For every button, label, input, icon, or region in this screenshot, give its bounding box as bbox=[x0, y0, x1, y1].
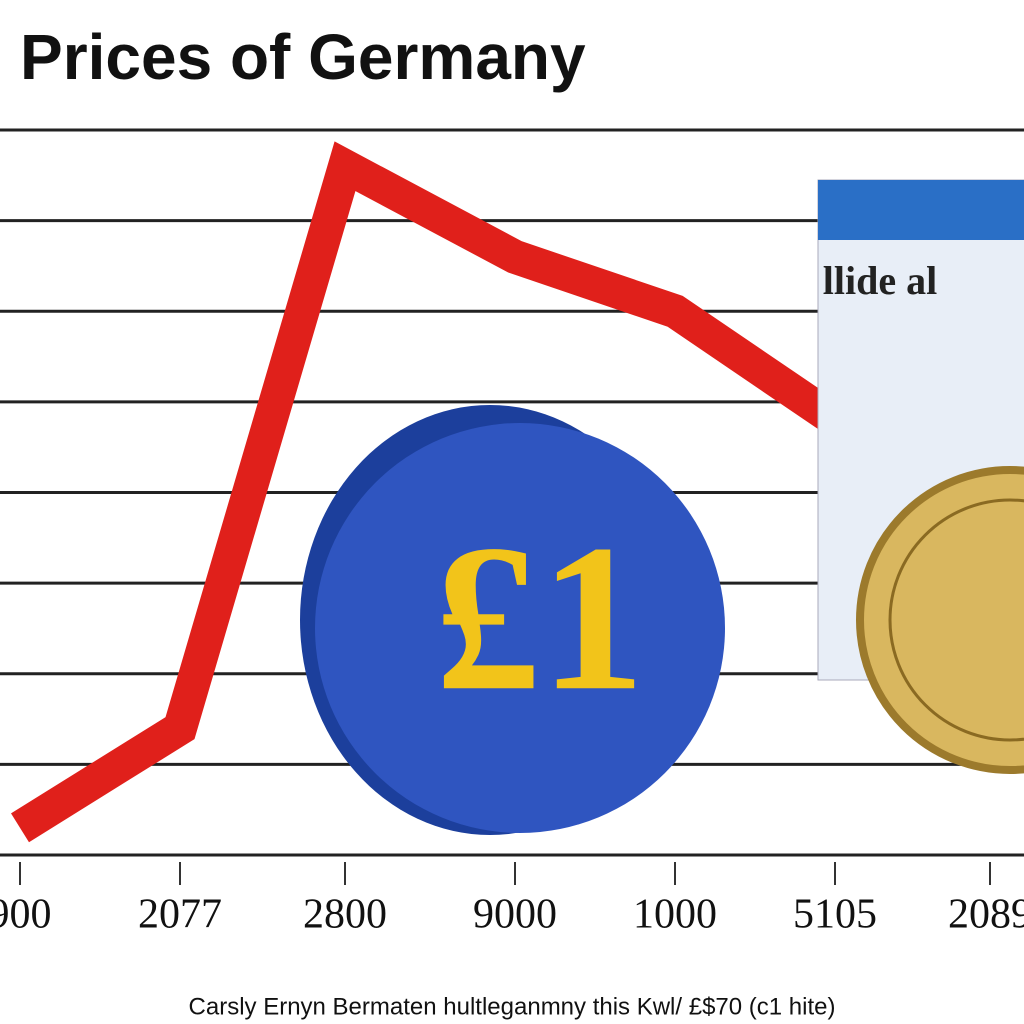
caption: Carsly Ernyn Bermaten hultleganmny this … bbox=[189, 993, 836, 1020]
blue-coin bbox=[315, 423, 725, 833]
x-tick-label: 2077 bbox=[138, 892, 222, 938]
x-tick-label: 1000 bbox=[633, 892, 717, 938]
x-tick-label: 2800 bbox=[303, 892, 387, 938]
gold-coin-ring bbox=[888, 498, 1024, 742]
gold-coin bbox=[856, 466, 1024, 774]
x-tick-label: 9000 bbox=[473, 892, 557, 938]
chart-title: Prices of Germany bbox=[20, 21, 586, 93]
coin-label: £1 bbox=[435, 502, 645, 734]
x-tick-label: 900 bbox=[0, 892, 52, 938]
x-tick-label: 5105 bbox=[793, 892, 877, 938]
can-label: llide al bbox=[823, 258, 937, 303]
can-top bbox=[818, 180, 1024, 240]
x-tick-label: 2089 bbox=[948, 892, 1024, 938]
